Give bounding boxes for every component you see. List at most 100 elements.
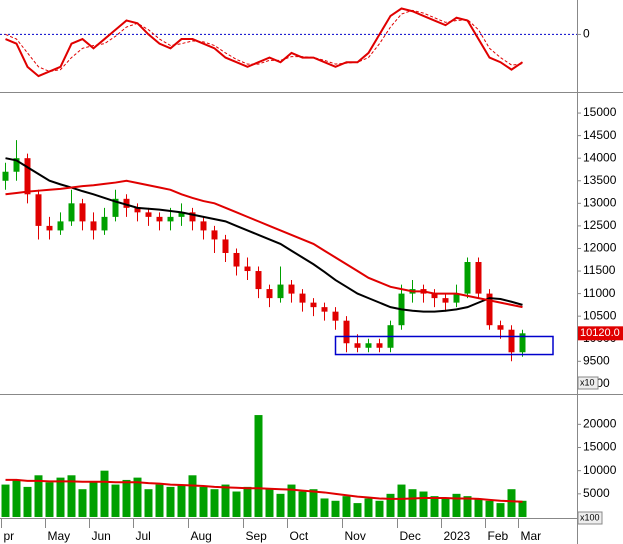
volume-bar <box>419 491 428 517</box>
volume-bar <box>155 484 164 517</box>
volume-bar <box>67 475 76 517</box>
volume-bar <box>452 493 461 517</box>
candle-body <box>453 293 460 303</box>
candle-body <box>101 216 108 231</box>
volume-bar <box>199 486 208 517</box>
y-tick-label: 10000 <box>583 463 617 477</box>
support-zone <box>334 335 554 356</box>
x-tick-label: Jul <box>136 529 151 543</box>
volume-bar <box>342 496 351 517</box>
volume-bar <box>23 486 32 517</box>
volume-bar <box>45 482 54 517</box>
y-tick-label: 20000 <box>583 417 617 431</box>
candle-body <box>222 239 229 253</box>
candle-body <box>244 266 251 272</box>
x-tick-label: Nov <box>345 529 366 543</box>
y-tick-label: 12500 <box>583 218 617 232</box>
volume-bar <box>122 479 131 517</box>
candle-body <box>497 325 504 330</box>
candle-body <box>288 284 295 294</box>
volume-bar <box>518 500 527 517</box>
volume-average <box>5 478 523 503</box>
candle-body <box>519 333 526 353</box>
moving-average <box>5 157 523 313</box>
candle-body <box>134 207 141 213</box>
candle-body <box>90 221 97 231</box>
candle-body <box>68 203 75 222</box>
volume-bar <box>496 503 505 517</box>
volume-bar <box>12 479 21 517</box>
volume-bar <box>320 498 329 517</box>
x-tick-label: pr <box>4 529 15 543</box>
y-tick-label: 11500 <box>583 263 616 277</box>
x-tick-label: Dec <box>400 529 421 543</box>
candle-body <box>112 198 119 217</box>
volume-bar <box>364 498 373 517</box>
candle-body <box>13 158 20 172</box>
candle-body <box>79 203 86 222</box>
volume-bar <box>78 489 87 517</box>
volume-bar <box>243 486 252 517</box>
candle-body <box>365 343 372 348</box>
candle-body <box>200 221 207 231</box>
volume-bar <box>441 498 450 517</box>
volume-bar <box>1 484 10 517</box>
y-tick-label: 9500 <box>583 353 610 367</box>
volume-bar <box>232 491 241 517</box>
x-tick-label: Aug <box>191 529 212 543</box>
price-tag-box <box>578 326 623 341</box>
x-tick-label: Sep <box>246 529 268 543</box>
candle-body <box>266 289 273 299</box>
volume-bar <box>133 477 142 517</box>
candle-body <box>464 262 471 294</box>
volume-bar <box>276 493 285 517</box>
volume-bar <box>111 484 120 517</box>
x-tick-label: Feb <box>488 529 509 543</box>
candle-body <box>486 293 493 326</box>
y-tick-label: 14000 <box>583 150 617 164</box>
volume-bar <box>386 493 395 517</box>
unit-box <box>577 511 603 525</box>
volume-bar <box>331 500 340 517</box>
volume-bar <box>309 489 318 517</box>
candle-body <box>24 158 31 195</box>
candle-body <box>145 212 152 217</box>
candle-body <box>211 230 218 240</box>
volume-bar <box>298 491 307 517</box>
candle-body <box>442 298 449 303</box>
candle-body <box>354 343 361 348</box>
volume-bar <box>100 470 109 517</box>
unit-label: x100 <box>580 512 600 522</box>
moving-average <box>5 179 523 309</box>
unit-box <box>577 376 599 390</box>
candle-body <box>156 216 163 222</box>
candle-body <box>321 307 328 312</box>
volume-bar <box>177 484 186 517</box>
candle-body <box>475 262 482 294</box>
x-tick-label: Mar <box>521 529 542 543</box>
volume-bar <box>287 484 296 517</box>
y-tick-label: 13500 <box>583 173 617 187</box>
candle-body <box>343 320 350 344</box>
volume-bar <box>254 415 263 517</box>
volume-bar <box>353 503 362 517</box>
candle-body <box>277 284 284 299</box>
candle-body <box>376 343 383 348</box>
volume-bar <box>485 500 494 517</box>
candle-body <box>57 221 64 231</box>
x-tick-label: Oct <box>290 529 309 543</box>
y-tick-label: 15000 <box>583 105 617 119</box>
volume-bar <box>221 484 230 517</box>
y-tick-label: 0 <box>583 27 590 41</box>
price-tag: 10120.0 <box>580 327 620 339</box>
candle-body <box>233 252 240 267</box>
candle-body <box>189 212 196 222</box>
y-tick-label: 11000 <box>583 286 616 300</box>
volume-bar <box>430 496 439 517</box>
volume-bar <box>188 475 197 517</box>
volume-bar <box>34 475 43 517</box>
candle-body <box>431 293 438 299</box>
volume-bar <box>144 489 153 517</box>
